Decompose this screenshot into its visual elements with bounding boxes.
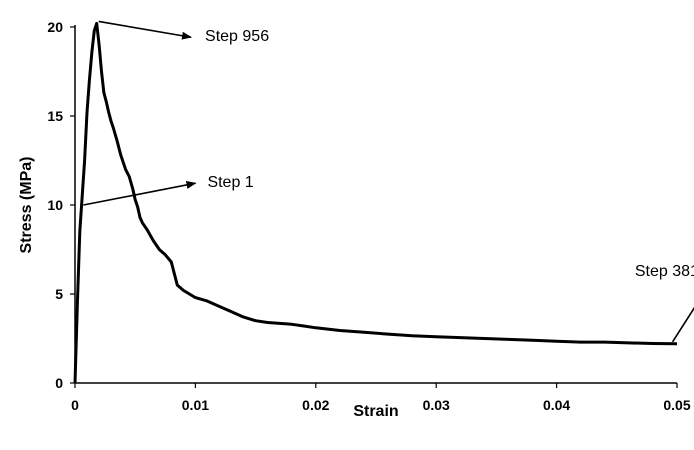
- y-tick-label: 0: [55, 375, 63, 391]
- annotation-label: Step 1: [207, 174, 253, 191]
- annotation-label: Step 38106: [635, 263, 694, 280]
- y-tick-label: 10: [47, 197, 63, 213]
- x-tick-label: 0.01: [182, 397, 209, 413]
- y-axis-title: Stress (MPa): [18, 157, 35, 254]
- y-tick-label: 20: [47, 19, 63, 35]
- x-tick-label: 0.04: [543, 397, 570, 413]
- x-tick-label: 0.03: [423, 397, 450, 413]
- annotations: Step 956 Step 1 Step 38106: [83, 20, 694, 343]
- data-series: [73, 21, 678, 384]
- x-axis-title: Strain: [353, 403, 398, 420]
- x-tick-label: 0: [71, 397, 79, 413]
- series-line: [73, 21, 678, 384]
- x-tick-label: 0.05: [663, 397, 690, 413]
- y-tick-label: 15: [47, 108, 63, 124]
- annotation-arrow: [98, 20, 193, 40]
- annotation-arrow: [671, 306, 694, 343]
- y-tick-label: 5: [55, 286, 63, 302]
- annotation-arrow: [83, 180, 197, 206]
- y-axis: 0 5 10 15 20: [47, 19, 76, 391]
- annotation-label: Step 956: [205, 28, 269, 45]
- x-tick-label: 0.02: [302, 397, 329, 413]
- x-axis: 0 0.01 0.02 0.03 0.04 0.05: [71, 382, 691, 413]
